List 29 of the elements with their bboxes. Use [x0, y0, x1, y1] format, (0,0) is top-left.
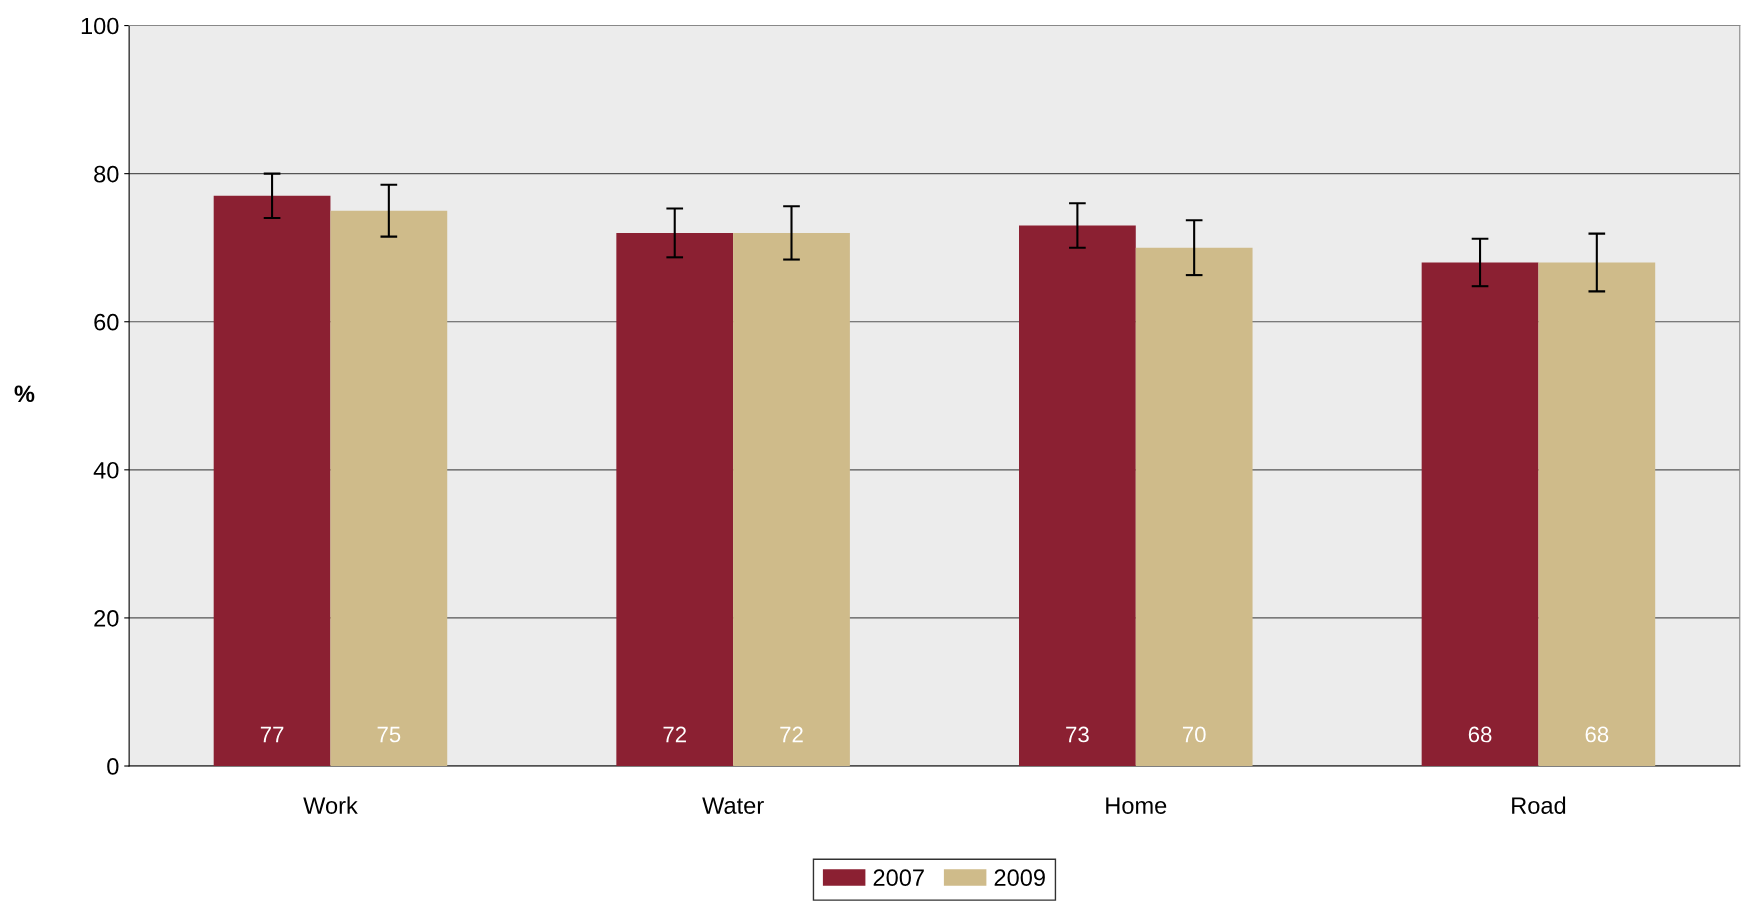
- y-axis-title: %: [14, 385, 35, 403]
- data-label: 73: [1066, 726, 1089, 743]
- bar: [1538, 262, 1656, 767]
- bar: [330, 210, 448, 767]
- y-tick-label: 100: [81, 17, 119, 35]
- bar: [213, 195, 331, 767]
- bar: [1019, 225, 1136, 767]
- bar: [1135, 247, 1253, 767]
- x-tick-label: Water: [702, 797, 764, 814]
- bar: [616, 232, 734, 767]
- x-tick-label: Home: [1106, 797, 1167, 814]
- legend-label: 2009: [994, 869, 1045, 887]
- data-label: 75: [377, 726, 401, 743]
- data-label: 68: [1585, 726, 1609, 743]
- data-label: 72: [780, 726, 803, 743]
- x-tick-label: Road: [1512, 796, 1566, 814]
- bar: [1421, 262, 1539, 767]
- x-tick-label: Work: [303, 796, 358, 814]
- bar: [733, 232, 850, 767]
- data-label: 72: [663, 726, 686, 743]
- y-tick-label: 20: [94, 609, 119, 627]
- data-label: 68: [1468, 726, 1492, 743]
- data-label: 77: [260, 726, 284, 743]
- data-label: 70: [1182, 726, 1206, 743]
- y-tick-label: 40: [93, 461, 119, 479]
- legend-label: 2007: [873, 869, 924, 887]
- y-tick-label: 60: [94, 313, 119, 331]
- y-tick-label: 0: [107, 758, 119, 775]
- y-tick-label: 80: [94, 165, 119, 183]
